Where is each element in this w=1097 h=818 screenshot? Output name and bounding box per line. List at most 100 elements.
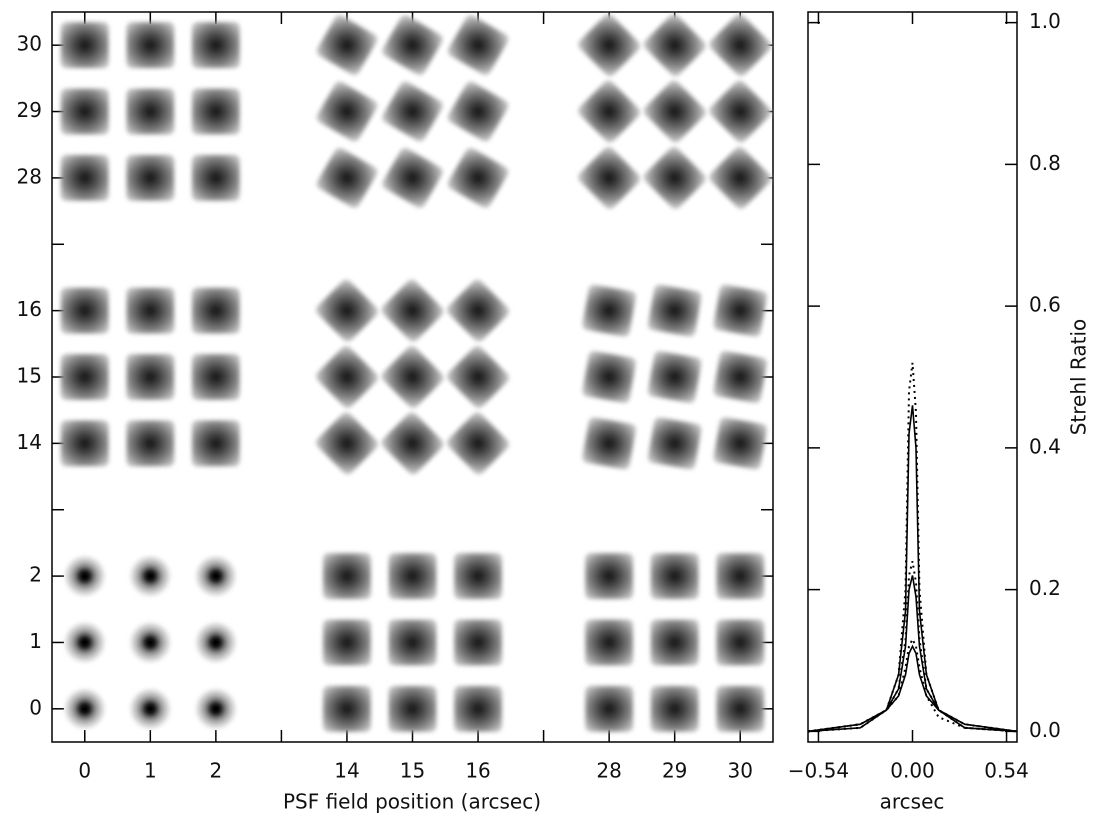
psf-spot: [195, 556, 236, 597]
psf-spot: [191, 287, 240, 334]
psf-spot: [447, 346, 509, 408]
psf-spot: [447, 279, 509, 342]
psf-spot: [648, 417, 702, 470]
y-tick-label: 0.8: [1029, 151, 1061, 175]
psf-spot: [322, 619, 371, 666]
psf-spot: [709, 80, 771, 143]
y-tick-label: 0: [29, 695, 42, 719]
psf-spot: [126, 287, 175, 334]
x-tick-label: 1: [144, 759, 157, 783]
x-axis-label: arcsec: [880, 790, 945, 814]
profile-line: [807, 561, 1018, 733]
y-tick-label: 0.6: [1029, 293, 1061, 317]
psf-spot: [126, 354, 175, 400]
psf-spot: [716, 685, 765, 732]
psf-spot: [130, 556, 171, 597]
x-tick-label: 0.00: [890, 759, 935, 783]
y-tick-label: 0.0: [1029, 718, 1061, 742]
psf-spot: [713, 417, 767, 470]
psf-spot: [64, 556, 105, 597]
psf-spot: [322, 553, 371, 600]
psf-spot: [316, 81, 378, 142]
x-tick-label: 15: [400, 759, 425, 783]
psf-spot: [191, 420, 240, 467]
psf-spot: [582, 417, 636, 470]
y-tick-label: 30: [17, 32, 42, 56]
psf-spot: [447, 81, 509, 142]
psf-spot: [60, 287, 109, 334]
profile-panel-frame: [807, 11, 1018, 743]
psf-spot: [454, 685, 503, 732]
profile-line: [807, 575, 1018, 733]
psf-spot: [578, 147, 640, 209]
y-tick-label: 14: [17, 430, 42, 454]
psf-spot: [643, 14, 706, 76]
psf-spot: [650, 685, 699, 732]
y-tick-label: 2: [29, 563, 42, 587]
psf-spot: [191, 354, 240, 400]
psf-spot: [126, 88, 175, 135]
psf-spot: [381, 346, 444, 408]
profile-line: [807, 636, 1018, 733]
y-tick-label: 0.4: [1029, 434, 1061, 458]
psf-spot: [713, 351, 767, 403]
psf-spot: [126, 154, 175, 201]
psf-spot: [716, 553, 765, 600]
psf-spot: [578, 80, 640, 143]
psf-spot: [388, 685, 437, 732]
x-tick-label: 14: [334, 759, 359, 783]
x-tick-label: 29: [662, 759, 687, 783]
x-tick-label: 30: [728, 759, 753, 783]
psf-spot: [650, 619, 699, 666]
psf-spot: [316, 279, 378, 342]
psf-spot: [195, 688, 236, 729]
x-tick-label: 0: [78, 759, 91, 783]
psf-spot: [381, 412, 444, 475]
psf-spot: [643, 147, 706, 209]
psf-spot: [60, 420, 109, 467]
x-tick-label: −0.54: [788, 759, 849, 783]
psf-spot: [316, 346, 378, 408]
psf-spot: [648, 284, 702, 337]
psf-spot: [388, 619, 437, 666]
psf-spot: [447, 148, 509, 208]
psf-spot: [191, 88, 240, 135]
psf-spot: [126, 22, 175, 69]
psf-spot: [316, 412, 378, 475]
psf-spot: [447, 412, 509, 475]
psf-spot: [388, 553, 437, 600]
psf-spot: [650, 553, 699, 600]
psf-spot: [316, 148, 378, 208]
psf-spot: [585, 685, 634, 732]
psf-spot: [709, 14, 771, 76]
y-tick-label: 28: [17, 164, 42, 188]
psf-spot: [643, 80, 706, 143]
psf-spot: [582, 351, 636, 403]
psf-spot: [716, 619, 765, 666]
psf-spot: [60, 154, 109, 201]
psf-spot: [64, 622, 105, 663]
psf-spot: [648, 351, 702, 403]
psf-spot: [382, 15, 443, 75]
psf-spot: [130, 688, 171, 729]
psf-spot: [454, 619, 503, 666]
y-tick-label: 0.2: [1029, 576, 1061, 600]
x-tick-label: 2: [209, 759, 222, 783]
psf-spot: [64, 688, 105, 729]
profile-line: [807, 405, 1018, 733]
y-tick-label: 1.0: [1029, 9, 1061, 33]
psf-spot: [709, 147, 771, 209]
psf-spot: [60, 22, 109, 69]
psf-spot: [382, 81, 443, 142]
psf-spot: [60, 88, 109, 135]
psf-spot: [447, 15, 509, 75]
psf-spot: [191, 154, 240, 201]
psf-spot: [582, 284, 636, 337]
x-tick-label: 28: [596, 759, 621, 783]
psf-spot: [713, 284, 767, 337]
y-tick-label: 16: [17, 297, 42, 321]
psf-spot: [578, 14, 640, 76]
psf-spot: [130, 622, 171, 663]
x-tick-label: 16: [465, 759, 490, 783]
